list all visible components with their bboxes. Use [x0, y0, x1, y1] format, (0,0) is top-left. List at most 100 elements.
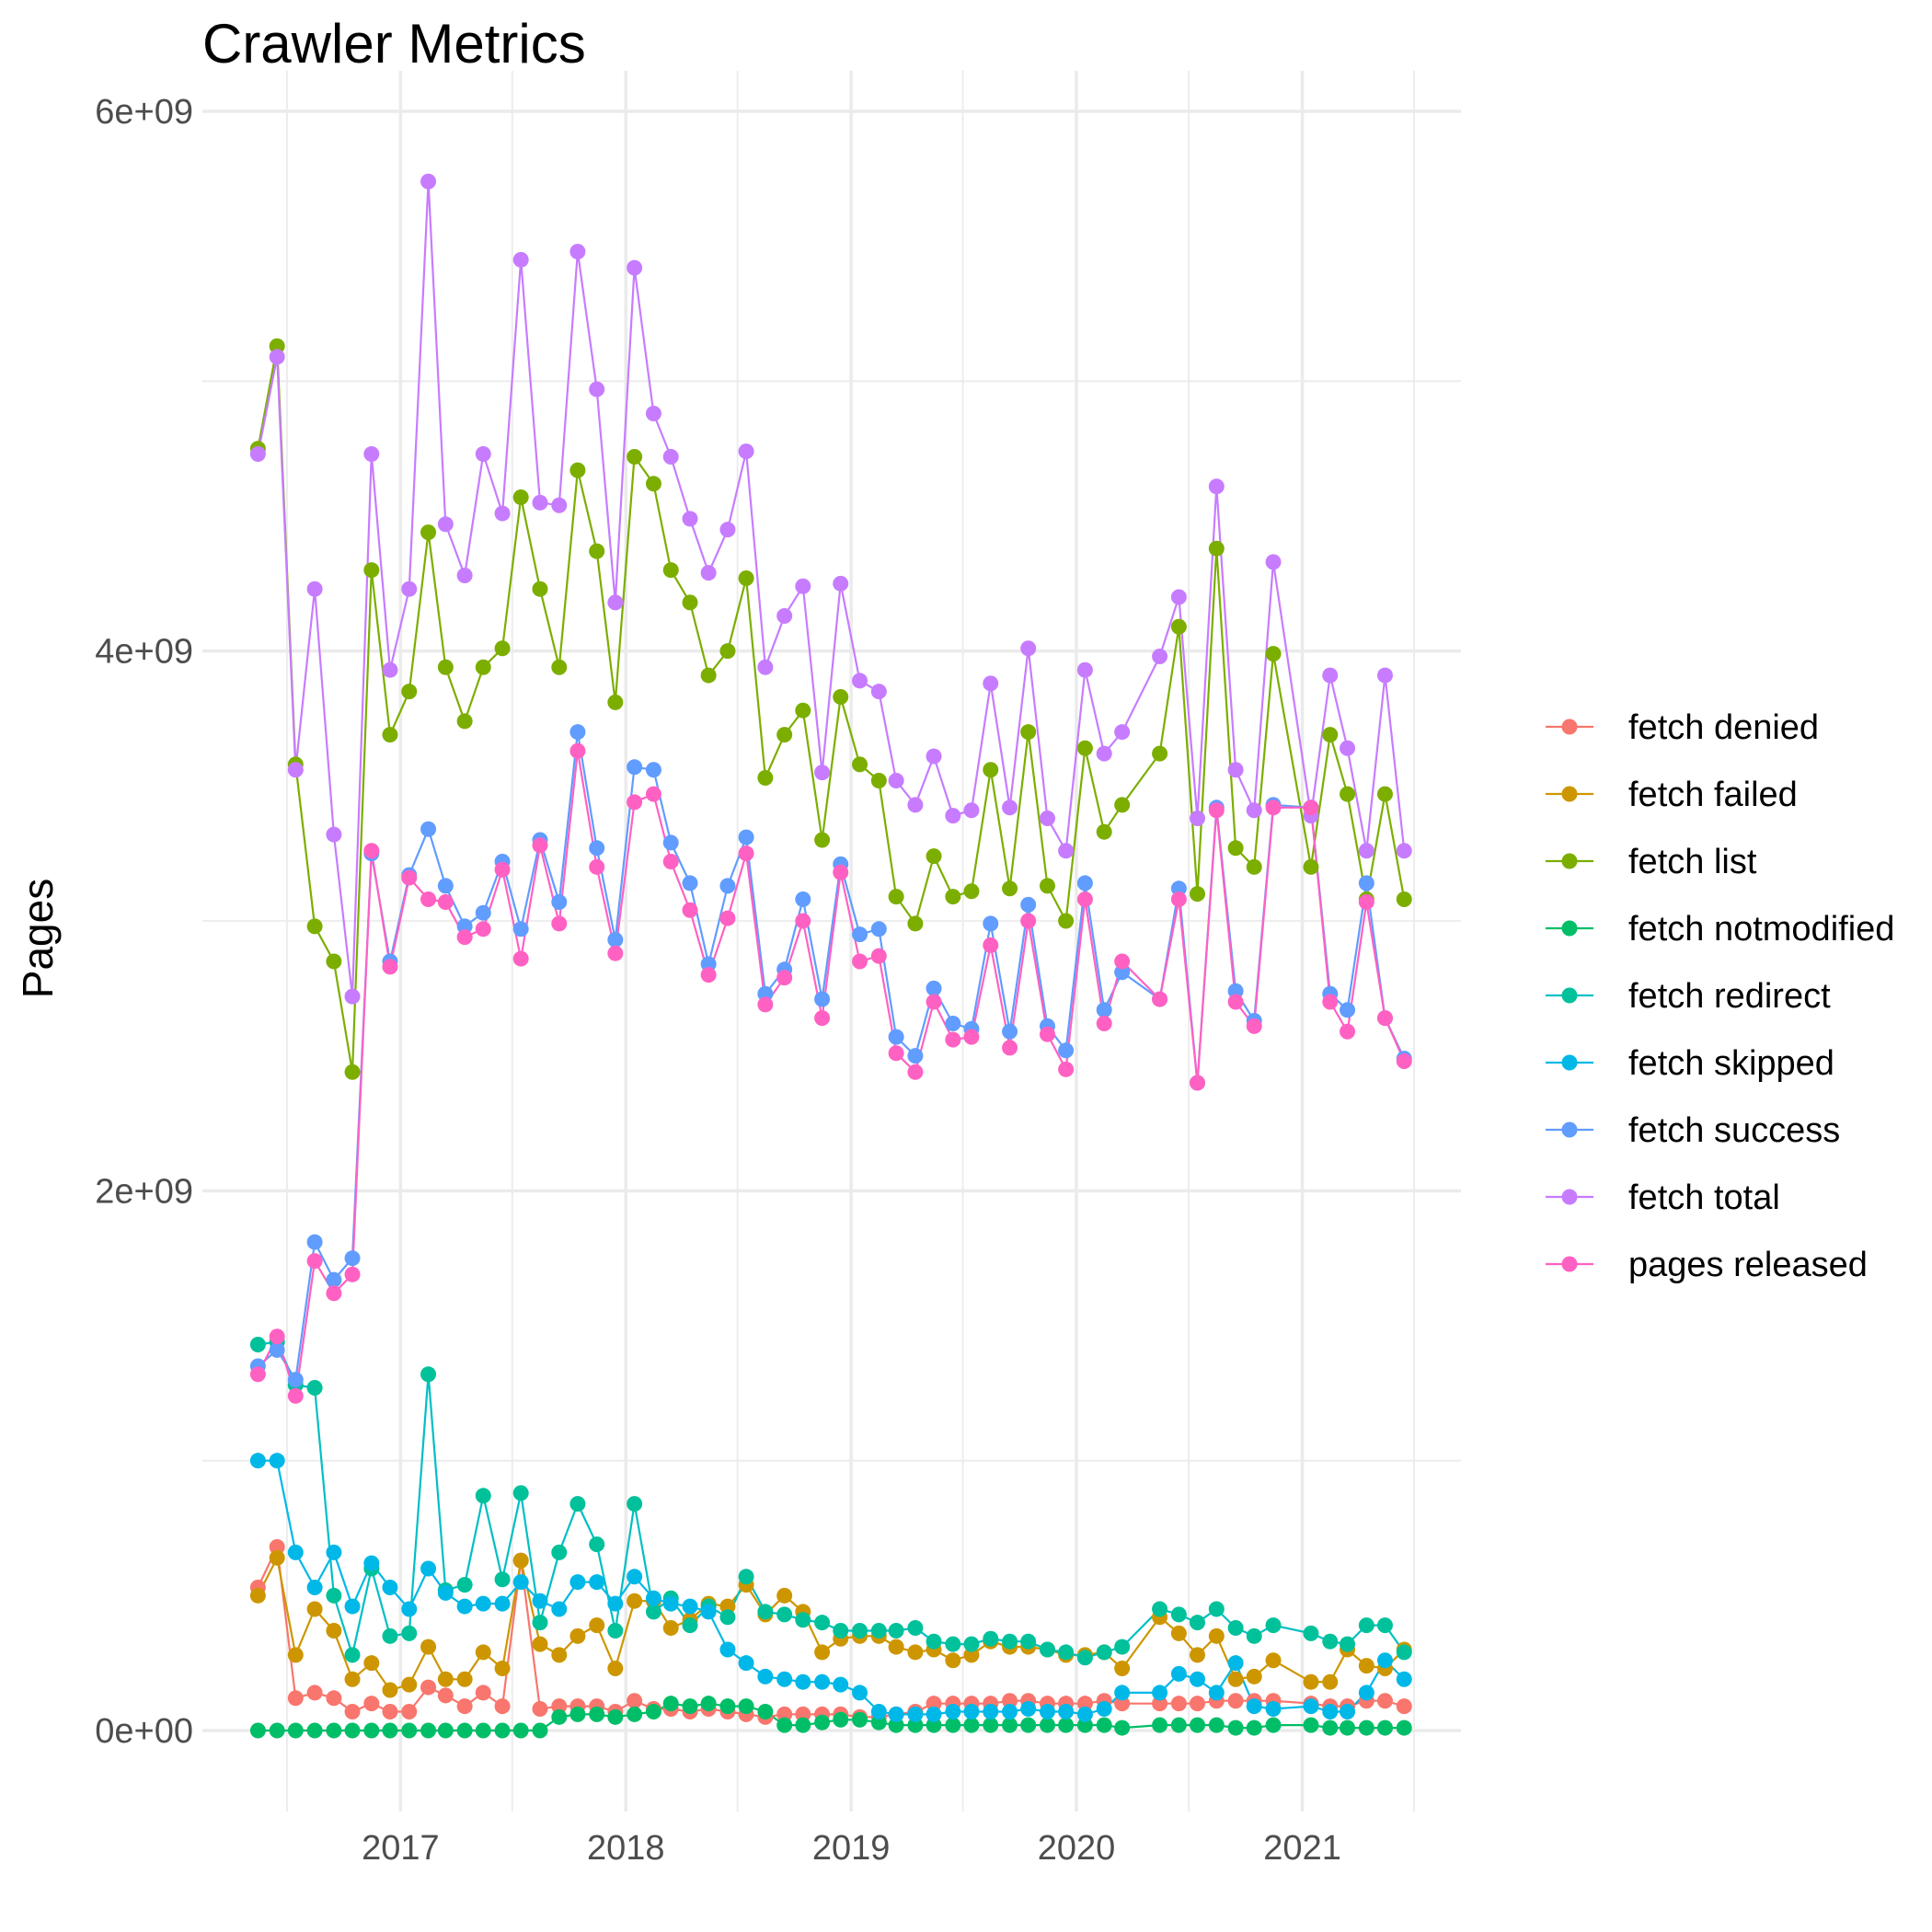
series-line-fetch-redirect	[258, 1340, 1406, 1660]
point-fetch-total	[512, 251, 529, 268]
point-fetch-failed	[456, 1671, 473, 1687]
point-fetch-notmodified	[1246, 1719, 1262, 1736]
point-pages-released	[738, 845, 754, 862]
point-fetch-list	[532, 581, 548, 597]
point-fetch-failed	[306, 1601, 323, 1617]
point-pages-released	[344, 1266, 361, 1282]
point-fetch-list	[1322, 727, 1339, 743]
point-fetch-success	[738, 829, 754, 845]
point-fetch-total	[1246, 802, 1262, 819]
x-tick-label: 2021	[1263, 1829, 1341, 1868]
point-fetch-denied	[1076, 1696, 1093, 1712]
point-fetch-skipped	[287, 1544, 304, 1560]
point-fetch-success	[1340, 1002, 1356, 1018]
point-fetch-skipped	[700, 1604, 717, 1620]
point-fetch-redirect	[1246, 1627, 1262, 1644]
legend-item-fetch-total: fetch total	[1546, 1179, 1780, 1217]
point-fetch-total	[963, 802, 980, 819]
point-fetch-list	[738, 569, 754, 586]
point-fetch-list	[662, 562, 679, 579]
point-fetch-redirect	[738, 1569, 754, 1585]
point-fetch-success	[870, 921, 887, 937]
point-fetch-total	[326, 826, 342, 843]
point-pages-released	[907, 1064, 924, 1080]
point-fetch-skipped	[532, 1593, 548, 1609]
point-fetch-total	[363, 446, 380, 463]
point-pages-released	[983, 937, 999, 953]
point-fetch-failed	[569, 1627, 586, 1644]
point-fetch-total	[475, 446, 491, 463]
point-fetch-notmodified	[437, 1722, 454, 1739]
point-fetch-skipped	[926, 1706, 942, 1722]
point-fetch-notmodified	[532, 1722, 548, 1739]
point-fetch-total	[249, 446, 266, 463]
point-fetch-notmodified	[306, 1722, 323, 1739]
legend-item-fetch-skipped: fetch skipped	[1546, 1044, 1834, 1083]
point-fetch-notmodified	[551, 1708, 568, 1725]
point-fetch-list	[795, 702, 811, 719]
point-fetch-total	[1322, 667, 1339, 684]
point-fetch-redirect	[569, 1496, 586, 1512]
point-fetch-redirect	[420, 1366, 437, 1383]
point-pages-released	[569, 742, 586, 759]
point-fetch-skipped	[682, 1598, 698, 1615]
point-fetch-skipped	[589, 1574, 605, 1591]
point-fetch-notmodified	[475, 1722, 491, 1739]
point-fetch-list	[833, 689, 849, 706]
point-pages-released	[700, 967, 717, 983]
point-fetch-failed	[589, 1617, 605, 1634]
series-points	[249, 173, 1412, 1739]
legend-label: fetch notmodified	[1628, 910, 1894, 949]
point-fetch-notmodified	[776, 1717, 793, 1733]
point-fetch-total	[287, 762, 304, 778]
point-fetch-total	[776, 608, 793, 625]
point-fetch-failed	[551, 1647, 568, 1663]
point-fetch-total	[1340, 740, 1356, 756]
point-fetch-list	[1020, 724, 1037, 741]
point-fetch-notmodified	[1227, 1719, 1244, 1736]
point-fetch-notmodified	[1076, 1717, 1093, 1733]
point-fetch-redirect	[907, 1620, 924, 1637]
point-fetch-redirect	[1076, 1650, 1093, 1666]
point-fetch-total	[1058, 843, 1075, 859]
point-fetch-skipped	[607, 1595, 624, 1612]
point-fetch-success	[1020, 896, 1037, 913]
point-fetch-redirect	[870, 1622, 887, 1639]
point-fetch-total	[1265, 554, 1282, 570]
point-fetch-failed	[776, 1587, 793, 1604]
point-fetch-skipped	[1246, 1698, 1262, 1715]
point-fetch-notmodified	[738, 1698, 754, 1715]
point-fetch-failed	[494, 1661, 511, 1677]
y-tick-label: 0e+00	[95, 1712, 193, 1751]
point-pages-released	[1096, 1015, 1112, 1031]
point-fetch-total	[382, 661, 398, 678]
point-pages-released	[645, 786, 661, 802]
point-fetch-total	[344, 988, 361, 1005]
point-fetch-denied	[382, 1703, 398, 1719]
point-fetch-list	[682, 594, 698, 611]
point-fetch-success	[1170, 880, 1187, 897]
point-fetch-skipped	[738, 1655, 754, 1672]
point-fetch-list	[1208, 540, 1225, 557]
point-pages-released	[1340, 1023, 1356, 1040]
point-pages-released	[1303, 799, 1319, 816]
legend-item-fetch-redirect: fetch redirect	[1546, 977, 1831, 1016]
point-fetch-total	[1076, 661, 1093, 678]
point-fetch-notmodified	[700, 1696, 717, 1712]
point-fetch-denied	[437, 1687, 454, 1704]
point-fetch-redirect	[1190, 1615, 1206, 1631]
x-tick-label: 2019	[812, 1829, 891, 1868]
point-fetch-denied	[1002, 1693, 1018, 1709]
point-fetch-redirect	[945, 1636, 961, 1652]
point-fetch-failed	[287, 1647, 304, 1663]
point-fetch-success	[1227, 983, 1244, 999]
point-fetch-total	[1376, 667, 1393, 684]
point-fetch-success	[551, 893, 568, 910]
point-fetch-success	[269, 1341, 285, 1358]
point-fetch-list	[1227, 840, 1244, 857]
point-fetch-success	[1096, 1002, 1112, 1018]
point-fetch-redirect	[1170, 1606, 1187, 1623]
legend-key-dot	[1561, 853, 1578, 869]
point-fetch-redirect	[1396, 1644, 1412, 1661]
legend-key-dot	[1561, 1189, 1578, 1205]
